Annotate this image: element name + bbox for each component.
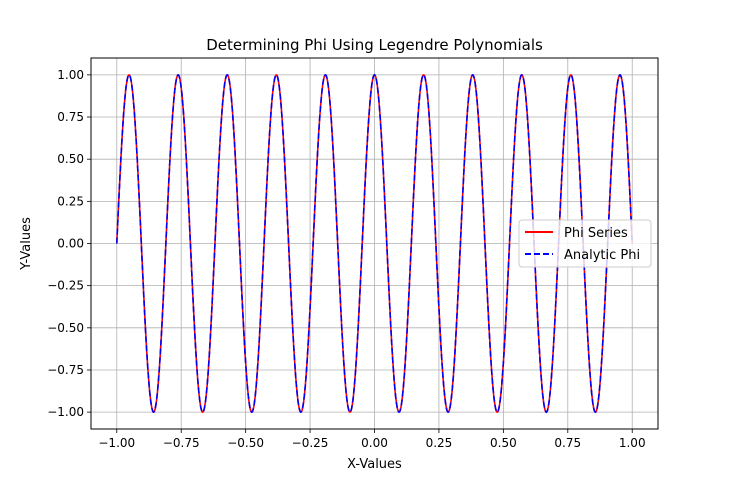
y-tick-label: 0.75: [57, 110, 84, 124]
y-tick-label: 0.50: [57, 152, 84, 166]
legend: Phi Series Analytic Phi: [518, 219, 652, 268]
x-tick-label: 1.00: [619, 436, 646, 450]
grid: [91, 58, 658, 429]
chart-title: Determining Phi Using Legendre Polynomia…: [206, 36, 543, 54]
legend-label-phi-series: Phi Series: [564, 226, 628, 241]
y-tick-label: 0.00: [57, 237, 84, 251]
x-tick-label: −1.00: [98, 436, 135, 450]
x-axis-label: X-Values: [347, 457, 402, 472]
y-tick-label: −0.50: [47, 321, 84, 335]
x-tick-label: −0.75: [163, 436, 200, 450]
x-tick-label: −0.50: [227, 436, 264, 450]
y-tick-label: 1.00: [57, 68, 84, 82]
x-tick-label: 0.75: [554, 436, 581, 450]
y-tick-label: −0.25: [47, 279, 84, 293]
x-tick-label: 0.50: [490, 436, 517, 450]
series-lines: [115, 73, 634, 414]
y-tick-label: −0.75: [47, 363, 84, 377]
x-tick-label: −0.25: [292, 436, 329, 450]
series-line-analytic-phi: [115, 73, 634, 414]
x-tick-label: 0.25: [426, 436, 453, 450]
y-axis-ticks: −1.00 −0.75 −0.50 −0.25 0.00 0.25 0.50 0.75 1.00: [47, 68, 91, 419]
legend-label-analytic-phi: Analytic Phi: [564, 248, 640, 263]
x-axis-ticks: −1.00 −0.75 −0.50 −0.25 0.00 0.25 0.50 0.75 1.00: [98, 429, 646, 450]
y-tick-label: −1.00: [47, 405, 84, 419]
x-tick-label: 0.00: [361, 436, 388, 450]
y-tick-label: 0.25: [57, 194, 84, 208]
y-axis-label: Y-Values: [19, 217, 34, 271]
